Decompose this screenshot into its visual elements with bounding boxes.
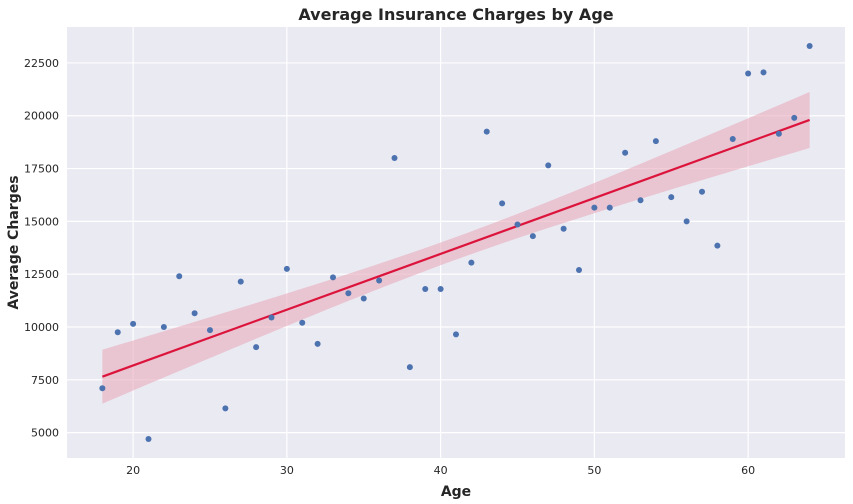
scatter-point (576, 266, 583, 273)
y-tick-label: 20000 (24, 110, 59, 123)
scatter-point (176, 273, 183, 280)
scatter-point (560, 225, 567, 232)
scatter-point (314, 340, 321, 347)
scatter-point (283, 265, 290, 272)
y-tick-label: 10000 (24, 321, 59, 334)
scatter-point (360, 295, 367, 302)
x-tick-label: 60 (741, 464, 755, 477)
x-tick-label: 50 (587, 464, 601, 477)
chart-title: Average Insurance Charges by Age (298, 5, 613, 24)
scatter-point (114, 329, 121, 336)
y-tick-label: 15000 (24, 215, 59, 228)
y-tick-label: 22500 (24, 57, 59, 70)
scatter-point (775, 130, 782, 137)
scatter-point (160, 324, 167, 331)
scatter-point (453, 331, 459, 338)
scatter-point (422, 285, 429, 292)
x-tick-label: 30 (280, 464, 294, 477)
y-tick-label: 12500 (24, 268, 59, 281)
scatter-point (253, 344, 260, 351)
scatter-point (529, 233, 536, 240)
scatter-point (376, 277, 383, 284)
x-tick-labels: 20 30 40 50 60 (126, 464, 755, 477)
scatter-point (606, 204, 613, 211)
scatter-point (637, 197, 644, 204)
scatter-points (99, 43, 813, 442)
scatter-point (483, 128, 490, 135)
scatter-point (191, 310, 198, 317)
scatter-point (806, 43, 813, 50)
scatter-point (206, 327, 213, 334)
scatter-point (145, 435, 152, 442)
scatter-point (791, 114, 798, 121)
scatter-point (545, 162, 552, 169)
scatter-point (391, 154, 398, 161)
scatter-point (268, 314, 275, 321)
scatter-point (729, 135, 736, 142)
scatter-point (591, 204, 598, 211)
scatter-point (99, 385, 106, 392)
scatter-point (514, 221, 521, 228)
y-tick-label: 7500 (31, 374, 59, 387)
scatter-point (130, 320, 137, 327)
scatter-point (222, 405, 229, 412)
y-tick-labels: 5000 7500 10000 12500 15000 17500 20000 22500 (24, 57, 59, 440)
scatter-point (499, 200, 506, 207)
scatter-point (668, 194, 675, 201)
scatter-point (406, 364, 413, 371)
scatter-point (622, 149, 629, 156)
x-axis-title: Age (441, 484, 471, 500)
scatter-point (745, 70, 752, 77)
scatter-point (714, 242, 721, 249)
x-tick-label: 20 (126, 464, 140, 477)
scatter-point (329, 274, 336, 281)
y-tick-label: 17500 (24, 163, 59, 176)
scatter-point (345, 290, 352, 297)
scatter-point (760, 69, 767, 76)
scatter-point (699, 188, 706, 195)
regression-line (101, 118, 811, 378)
x-tick-label: 40 (434, 464, 448, 477)
scatter-point (299, 319, 306, 326)
scatter-point (683, 218, 690, 225)
scatter-point (237, 278, 244, 285)
scatter-point (468, 259, 475, 266)
scatter-point (437, 285, 444, 292)
y-tick-label: 5000 (31, 427, 59, 440)
scatter-point (652, 138, 659, 145)
y-axis-title: Average Charges (6, 175, 22, 309)
